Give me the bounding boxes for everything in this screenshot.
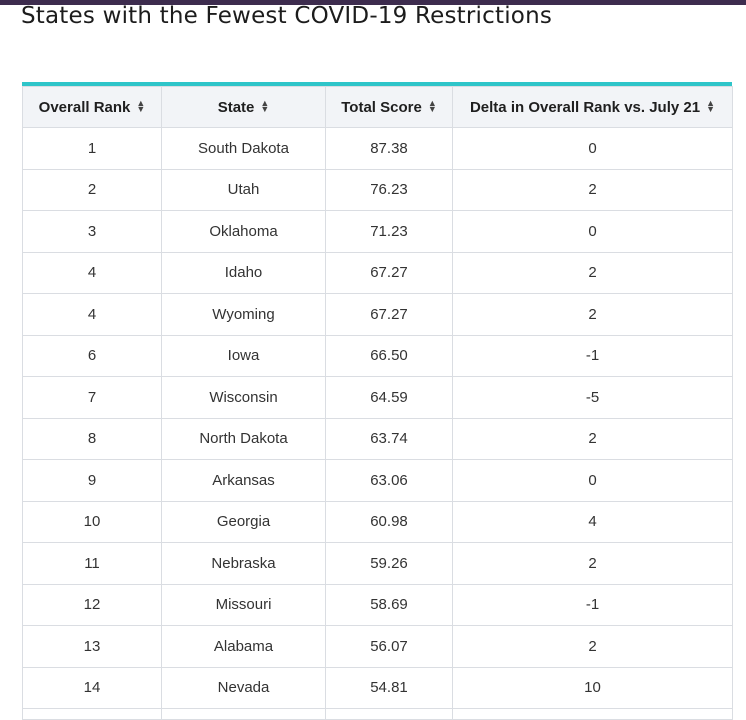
column-header-label: Delta in Overall Rank vs. July 21 — [469, 98, 701, 116]
state-cell: Wisconsin — [161, 376, 326, 419]
table-row: 13 Alabama 56.07 2 — [22, 625, 733, 668]
table-row: 4 Idaho 67.27 2 — [22, 251, 733, 294]
sort-updown-icon[interactable]: ▲ ▼ — [260, 97, 270, 114]
rank-cell: 8 — [22, 417, 162, 460]
delta-cell: 0 — [452, 459, 733, 502]
score-cell: 63.06 — [325, 459, 453, 502]
state-cell: Wyoming — [161, 293, 326, 336]
delta-cell: 2 — [452, 542, 733, 585]
delta-cell: 2 — [452, 251, 733, 294]
score-cell: 56.07 — [325, 625, 453, 668]
column-header-label: Total Score — [341, 98, 422, 116]
state-cell: Georgia — [161, 500, 326, 543]
table-row: 14 Nevada 54.81 10 — [22, 666, 733, 709]
sort-updown-icon[interactable]: ▲ ▼ — [706, 97, 716, 114]
table-row: 2 Utah 76.23 2 — [22, 168, 733, 211]
rank-cell: 4 — [22, 293, 162, 336]
table-row: 1 South Dakota 87.38 0 — [22, 127, 733, 170]
rank-cell: 12 — [22, 583, 162, 626]
delta-cell: 4 — [452, 500, 733, 543]
score-cell: 58.69 — [325, 583, 453, 626]
sort-updown-icon[interactable]: ▲ ▼ — [427, 97, 437, 114]
state-cell: Missouri — [161, 583, 326, 626]
rankings-table: Overall Rank ▲ ▼ State ▲ ▼ Total Score ▲ ▼ Del… — [22, 86, 733, 720]
state-cell: Nevada — [161, 666, 326, 709]
state-cell: Utah — [161, 168, 326, 211]
table-row: 6 Iowa 66.50 -1 — [22, 334, 733, 377]
state-cell: Nebraska — [161, 542, 326, 585]
score-cell: 54.81 — [325, 666, 453, 709]
table-row: 3 Oklahoma 71.23 0 — [22, 210, 733, 253]
page-title: States with the Fewest COVID-19 Restrict… — [21, 3, 553, 29]
table-header: Overall Rank ▲ ▼ State ▲ ▼ Total Score ▲ ▼ Del… — [22, 86, 733, 128]
empty-cell — [452, 708, 733, 720]
rank-cell: 4 — [22, 251, 162, 294]
table-row: 12 Missouri 58.69 -1 — [22, 583, 733, 626]
empty-cell — [325, 708, 453, 720]
score-cell: 64.59 — [325, 376, 453, 419]
top-bar — [0, 0, 746, 5]
state-cell: North Dakota — [161, 417, 326, 460]
score-cell: 63.74 — [325, 417, 453, 460]
delta-cell: -1 — [452, 583, 733, 626]
score-cell: 59.26 — [325, 542, 453, 585]
rank-cell: 7 — [22, 376, 162, 419]
rank-cell: 14 — [22, 666, 162, 709]
delta-cell: -5 — [452, 376, 733, 419]
state-cell: Arkansas — [161, 459, 326, 502]
column-header-total-score[interactable]: Total Score ▲ ▼ — [325, 86, 453, 128]
table-row: 9 Arkansas 63.06 0 — [22, 459, 733, 502]
table-body: 1 South Dakota 87.38 0 2 Utah 76.23 2 3 Oklahom… — [22, 127, 733, 720]
state-cell: South Dakota — [161, 127, 326, 170]
delta-cell: 0 — [452, 127, 733, 170]
table-row: 11 Nebraska 59.26 2 — [22, 542, 733, 585]
rank-cell: 13 — [22, 625, 162, 668]
table-row-cutoff — [22, 708, 733, 720]
table-row: 7 Wisconsin 64.59 -5 — [22, 376, 733, 419]
rank-cell: 6 — [22, 334, 162, 377]
delta-cell: -1 — [452, 334, 733, 377]
delta-cell: 0 — [452, 210, 733, 253]
column-header-state[interactable]: State ▲ ▼ — [161, 86, 326, 128]
score-cell: 71.23 — [325, 210, 453, 253]
empty-cell — [22, 708, 162, 720]
score-cell: 66.50 — [325, 334, 453, 377]
delta-cell: 2 — [452, 625, 733, 668]
rank-cell: 3 — [22, 210, 162, 253]
score-cell: 87.38 — [325, 127, 453, 170]
score-cell: 67.27 — [325, 251, 453, 294]
delta-cell: 2 — [452, 293, 733, 336]
column-header-label: State — [217, 98, 255, 116]
rank-cell: 11 — [22, 542, 162, 585]
delta-cell: 2 — [452, 168, 733, 211]
state-cell: Alabama — [161, 625, 326, 668]
score-cell: 60.98 — [325, 500, 453, 543]
state-cell: Oklahoma — [161, 210, 326, 253]
delta-cell: 10 — [452, 666, 733, 709]
sort-updown-icon[interactable]: ▲ ▼ — [136, 97, 146, 114]
column-header-label: Overall Rank — [38, 98, 131, 116]
rank-cell: 2 — [22, 168, 162, 211]
delta-cell: 2 — [452, 417, 733, 460]
empty-cell — [161, 708, 326, 720]
score-cell: 67.27 — [325, 293, 453, 336]
rank-cell: 10 — [22, 500, 162, 543]
rank-cell: 9 — [22, 459, 162, 502]
column-header-overall-rank[interactable]: Overall Rank ▲ ▼ — [22, 86, 162, 128]
state-cell: Idaho — [161, 251, 326, 294]
rankings-table-container: Overall Rank ▲ ▼ State ▲ ▼ Total Score ▲ ▼ Del… — [22, 82, 733, 720]
rank-cell: 1 — [22, 127, 162, 170]
score-cell: 76.23 — [325, 168, 453, 211]
column-header-delta[interactable]: Delta in Overall Rank vs. July 21 ▲ ▼ — [452, 86, 733, 128]
table-row: 4 Wyoming 67.27 2 — [22, 293, 733, 336]
table-row: 8 North Dakota 63.74 2 — [22, 417, 733, 460]
table-row: 10 Georgia 60.98 4 — [22, 500, 733, 543]
state-cell: Iowa — [161, 334, 326, 377]
header-row: Overall Rank ▲ ▼ State ▲ ▼ Total Score ▲ ▼ Del… — [22, 86, 733, 128]
